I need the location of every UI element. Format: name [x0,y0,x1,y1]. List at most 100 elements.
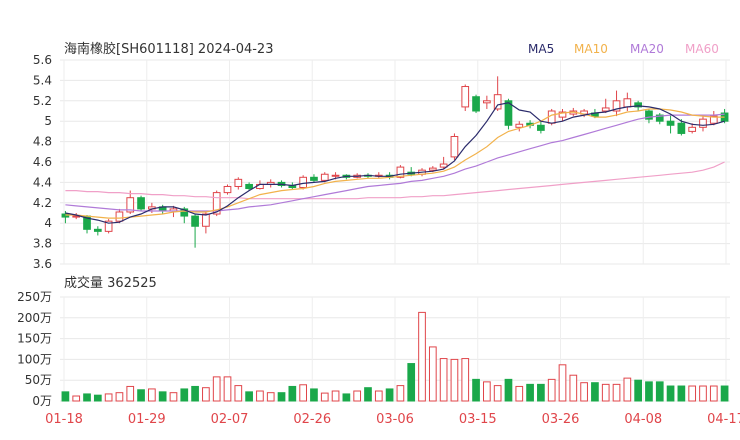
candle-body [223,185,232,194]
volume-bar [256,390,264,402]
volume-bar [407,363,416,402]
candle [461,84,470,111]
candle [61,210,70,224]
candle [374,172,383,179]
candle [320,172,329,183]
volume-bar [428,346,437,402]
volume-bar [299,384,307,402]
candle [310,174,318,183]
candle [191,214,199,248]
legend-item: MA5 [528,42,554,56]
candle [483,95,491,109]
candle-body [180,208,189,217]
candle [515,121,524,132]
legend: MA5 MA10 MA20 MA60 [528,42,719,56]
volume-bar [504,378,513,402]
candle-body [623,98,632,108]
volume-bar [212,376,221,402]
candle [688,123,697,134]
volume-bar [461,358,470,402]
candle [158,204,167,215]
volume-bar [353,390,362,402]
volume-bar [320,392,329,402]
volume-bar [645,381,653,402]
candle-body [493,94,502,110]
candle-body [428,167,437,171]
volume-bar [547,378,556,402]
candle-body [634,102,642,108]
candle [299,175,307,190]
price-tick-label: 4.4 [33,175,52,189]
candle-body [709,115,718,124]
volume-bar [266,392,275,402]
candle [720,108,729,124]
candle-body [558,111,567,118]
candle-body [234,178,243,187]
candle-body [515,123,524,128]
candle [104,219,113,234]
volume-bar [93,394,102,402]
price-tick-label: 5.2 [33,94,52,108]
grid [60,59,730,402]
volume-bar [137,389,145,402]
candle [504,98,513,130]
volume-bar [515,385,524,402]
volume-bar [493,385,502,402]
volume-tick-label: 200万 [17,311,52,325]
candle-body [137,197,145,210]
price-tick-label: 4.8 [33,135,52,149]
date-tick-label: 04-17 [707,412,740,427]
volume-bar [202,387,210,402]
candle-body [655,114,664,122]
candle-body [688,126,697,132]
candle [234,177,243,190]
volume-bars [61,311,729,402]
candle [558,108,567,122]
price-tick-label: 3.8 [33,237,52,251]
candle [601,98,610,114]
volume-tick-label: 150万 [17,332,52,346]
candle [709,111,718,126]
volume-bar [439,358,448,402]
volume-bar [709,385,718,402]
volume-bar [158,391,167,402]
volume-bar [385,388,394,402]
volume-bar [245,391,253,402]
volume-bar [720,385,729,402]
candle-body [202,213,210,227]
candle [450,133,459,160]
volume-bar [655,381,664,402]
candle [612,90,621,117]
moving-averages [65,102,725,224]
candle-body [93,228,102,232]
price-tick-label: 4.6 [33,155,52,169]
date-tick-label: 01-18 [45,412,83,427]
volume-bar [612,383,621,402]
ma10-line [65,108,725,219]
volume-bar [191,385,199,402]
volume-bar [342,393,351,402]
volume-bar [115,392,124,402]
price-tick-label: 4.2 [33,196,52,210]
date-tick-label: 02-26 [293,412,331,427]
volume-bar [591,382,599,402]
legend-item: MA10 [574,42,608,56]
candle-body [645,110,653,120]
volume-bar [677,385,686,402]
candle [666,115,675,134]
candle-body [450,136,459,158]
volume-bar [331,390,340,402]
candle-body [245,183,253,190]
candle-body [601,107,610,112]
price-tick-label: 5.6 [33,53,52,67]
ma5-line [65,102,725,224]
candle [677,119,686,136]
volume-bar [72,395,81,402]
candle-body [699,118,707,128]
chart-title: 海南橡胶[SH601118] 2024-04-23 [64,41,273,57]
candle [266,179,275,188]
date-tick-label: 03-26 [542,412,580,427]
legend-item: MA20 [630,42,664,56]
candle [223,184,232,195]
volume-bar [580,382,588,402]
